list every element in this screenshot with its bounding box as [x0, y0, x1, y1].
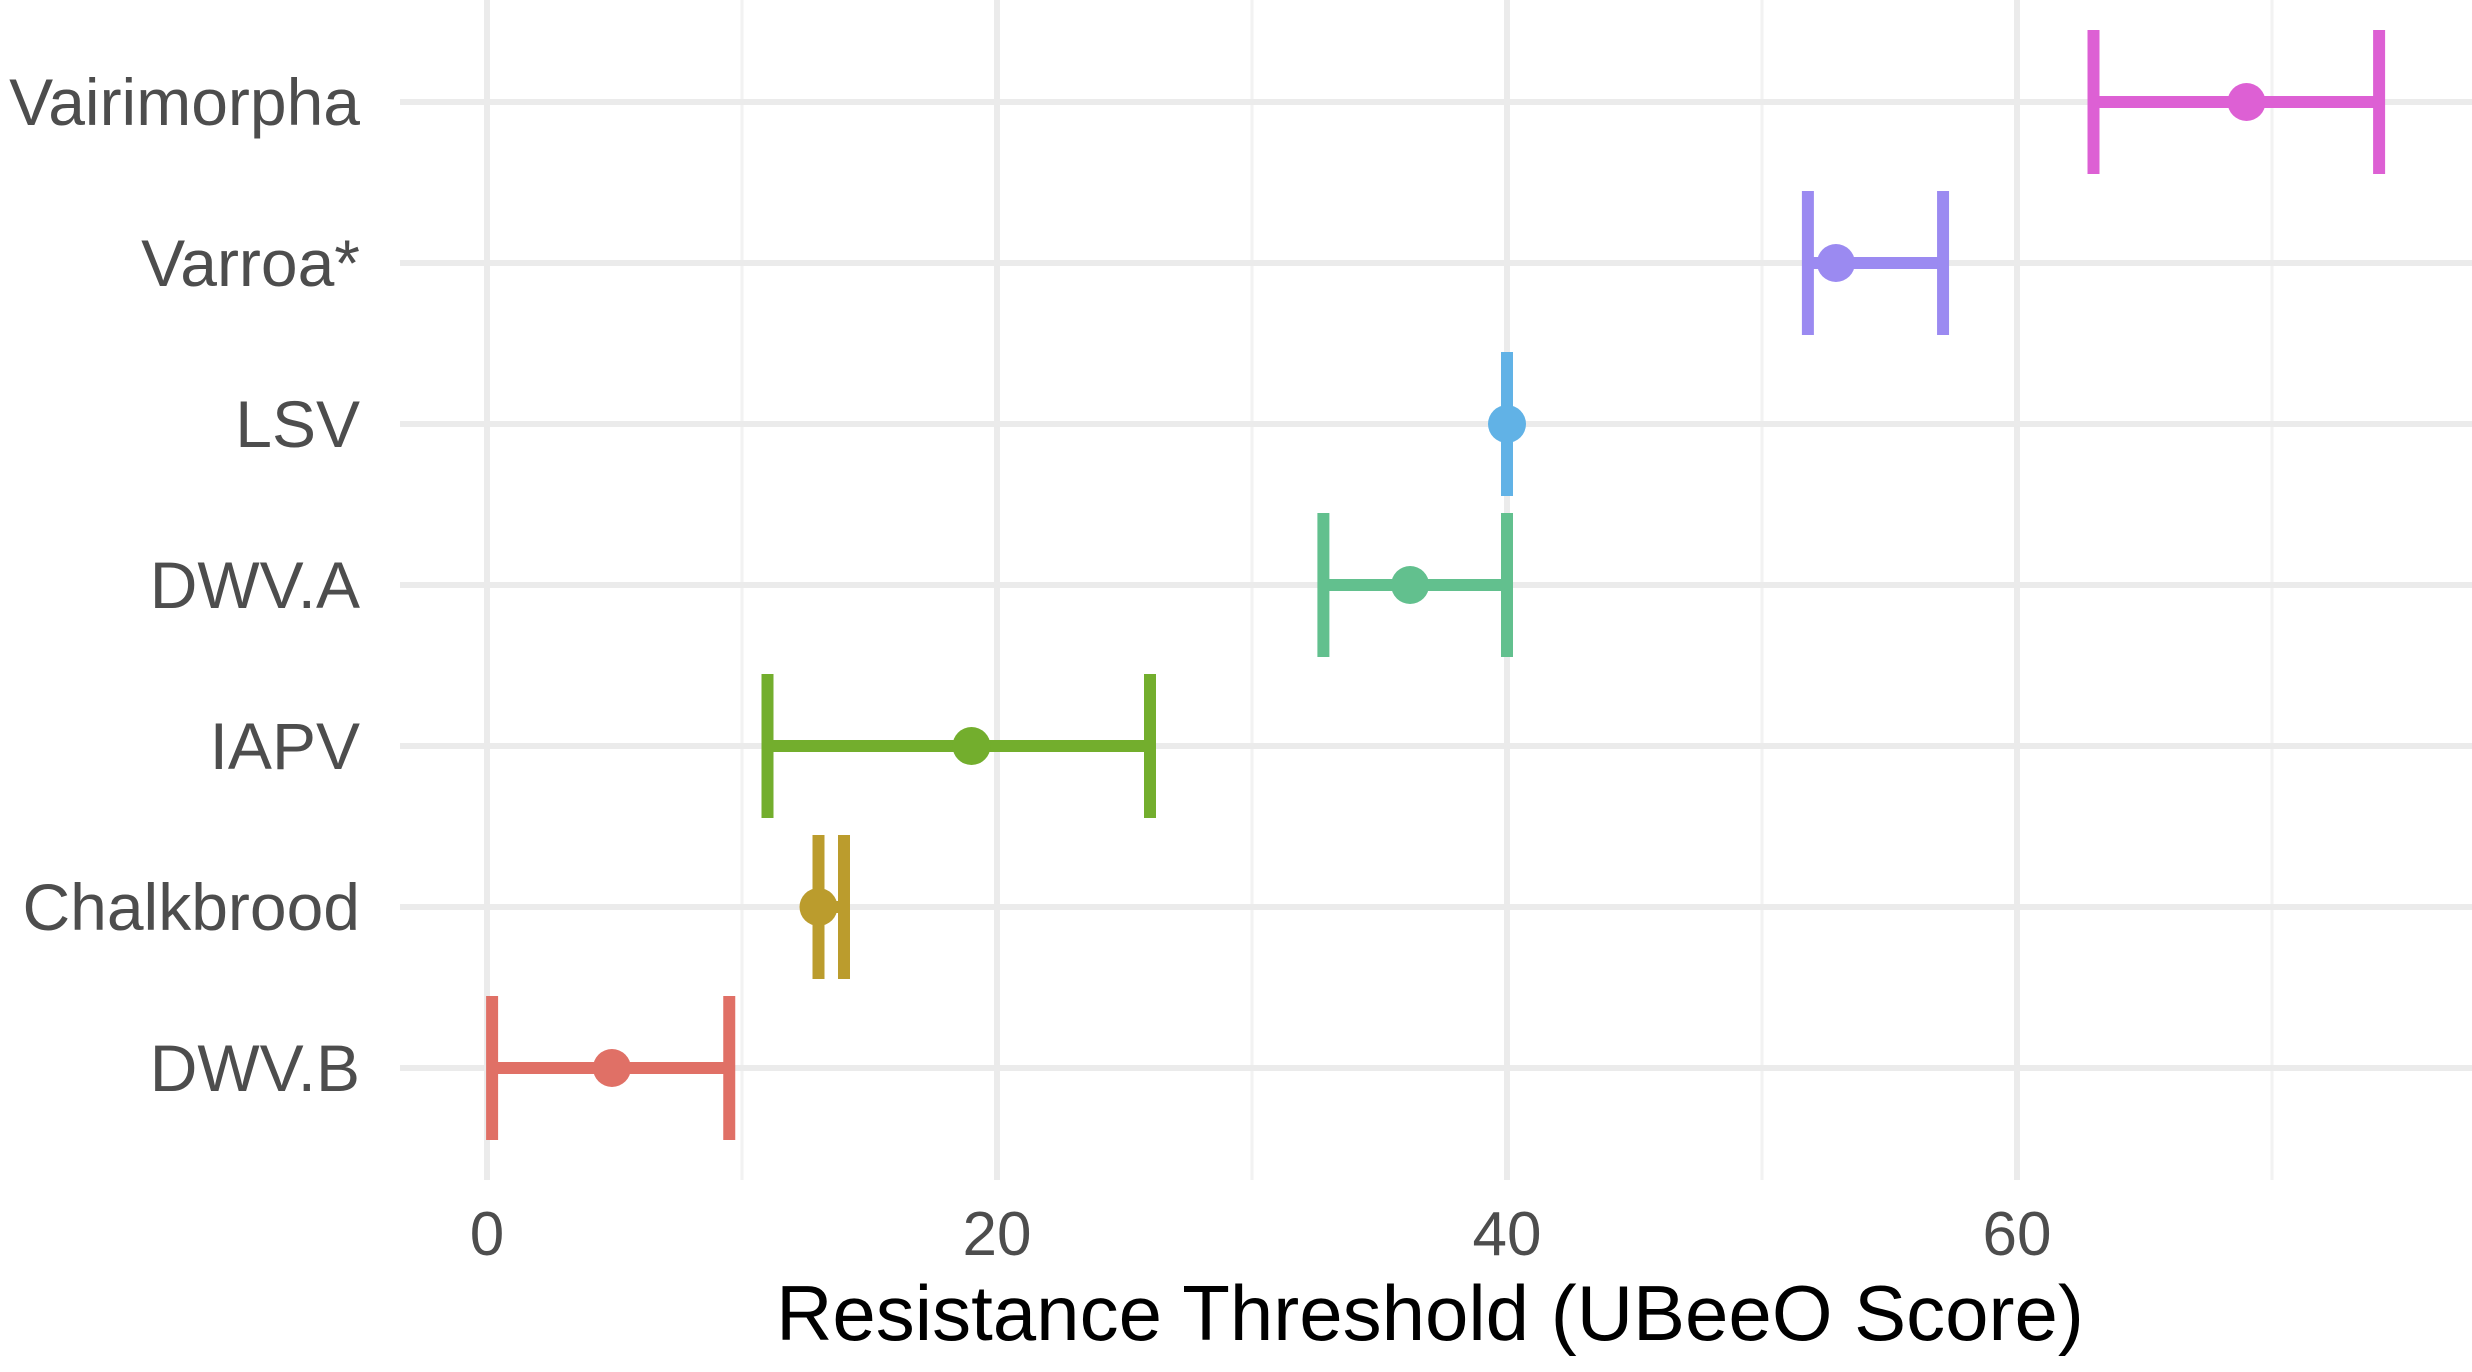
error-bar-lsv: [1488, 352, 1526, 496]
y-tick-label: Vairimorpha: [9, 65, 360, 139]
error-bar-chalkbrood: [799, 835, 850, 979]
error-bar-iapv: [761, 674, 1156, 818]
y-tick-label: Varroa*: [141, 226, 360, 300]
data-point: [2227, 83, 2266, 121]
error-bar-varroa-: [1801, 191, 1950, 335]
grid: [400, 0, 2472, 1180]
y-tick-label: Chalkbrood: [22, 870, 360, 944]
data-point: [592, 1049, 631, 1087]
x-tick-label: 20: [963, 1200, 1032, 1269]
data-point: [799, 888, 838, 926]
error-bar-dwv-b: [486, 996, 736, 1140]
data-point: [1391, 566, 1430, 604]
data-point: [1816, 244, 1855, 282]
error-bar-vairimorpha: [2087, 30, 2386, 174]
y-tick-labels: Vairimorpha Varroa* LSV DWV.A IAPV Chalkbrood…: [9, 65, 360, 1105]
data-point: [1488, 405, 1526, 443]
x-tick-label: 60: [1983, 1200, 2052, 1269]
x-tick-label: 40: [1473, 1200, 1542, 1269]
x-axis-title: Resistance Threshold (UBeeO Score): [776, 1269, 2084, 1357]
x-tick-label: 0: [470, 1200, 504, 1269]
data-point: [952, 727, 991, 765]
y-tick-label: LSV: [235, 387, 360, 461]
y-tick-label: DWV.A: [150, 548, 360, 622]
error-bar-dwv-a: [1317, 513, 1513, 657]
data-series: [486, 30, 2386, 1140]
x-tick-labels: 0 20 40 60: [470, 1200, 2052, 1269]
y-tick-label: DWV.B: [150, 1031, 360, 1105]
y-tick-label: IAPV: [210, 709, 360, 783]
